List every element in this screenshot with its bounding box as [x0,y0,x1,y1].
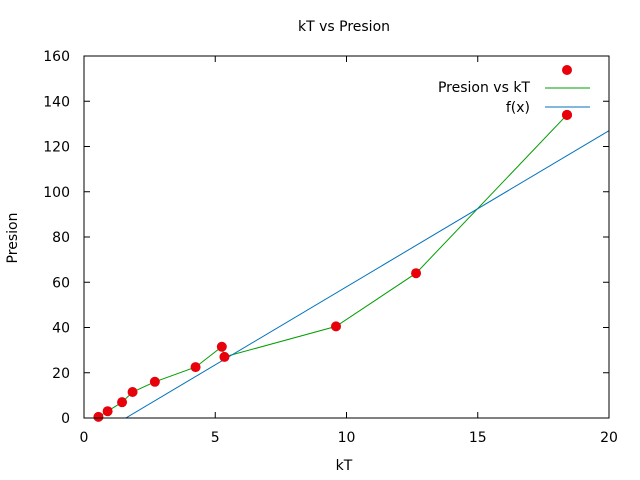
x-tick-label: 20 [600,430,618,446]
data-point [219,351,230,362]
y-tick-label: 60 [52,275,70,291]
plot-frame [83,55,610,419]
y-tick-label: 160 [43,49,70,65]
y-tick-label: 40 [52,321,70,337]
legend: Presion vs kT f(x) [438,65,590,120]
data-point [216,341,227,352]
data-point [149,376,160,387]
y-tick-label: 120 [43,140,70,156]
series-points [93,109,572,422]
series-line-fx [125,130,610,419]
y-tick-label: 140 [43,94,70,110]
legend-marker-presion-2 [562,110,572,120]
y-axis-label: Presion [5,213,21,264]
y-tick-label: 80 [52,230,70,246]
data-point [411,268,422,279]
data-point [127,386,138,397]
x-tick-label: 5 [211,430,220,446]
x-tick-label: 15 [469,430,487,446]
chart-title: kT vs Presion [298,19,390,35]
data-point [102,406,113,417]
data-point [117,397,128,408]
series-lines [98,114,610,419]
data-point [331,321,341,332]
data-point [93,411,104,422]
axis-ticks: 0 5 10 15 20 0 20 40 60 80 100 120 140 160 [43,49,618,446]
legend-label-presion: Presion vs kT [438,80,530,96]
x-axis-label: kT [336,458,353,474]
x-tick-label: 10 [338,430,356,446]
series-line-presion [98,114,568,418]
y-tick-label: 100 [43,185,70,201]
y-tick-label: 0 [61,411,70,427]
x-tick-label: 0 [80,430,89,446]
legend-label-fx: f(x) [506,100,530,116]
legend-marker-presion [562,65,572,75]
data-point [190,362,201,373]
y-tick-label: 20 [52,366,70,382]
